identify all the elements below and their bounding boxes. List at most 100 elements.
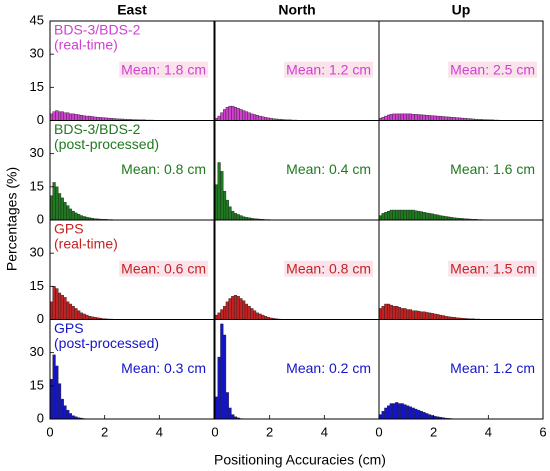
panel: 0 2 4 Mean: 0.2 cm	[211, 319, 380, 439]
bar	[239, 215, 243, 221]
bar	[68, 208, 73, 221]
x-tick-label: 0	[211, 424, 218, 439]
bar	[428, 414, 432, 420]
bar	[428, 312, 432, 320]
bar	[55, 186, 59, 221]
bar	[395, 113, 399, 121]
plot-area	[50, 120, 214, 220]
x-tick-label: 2	[430, 424, 437, 439]
bar	[414, 114, 418, 121]
bar	[68, 113, 73, 121]
bar	[66, 112, 70, 121]
annotation: Mean: 0.4 cm	[286, 161, 371, 177]
annotation-background	[119, 61, 208, 78]
panel: Mean: 1.6 cm	[378, 120, 544, 221]
bar	[392, 403, 396, 420]
bar	[60, 398, 64, 420]
bar	[425, 114, 429, 121]
row-label: (real-time)	[54, 236, 118, 252]
bar	[403, 113, 407, 121]
bar	[438, 116, 443, 121]
bar	[422, 114, 426, 121]
bar	[441, 116, 445, 121]
panel: Up Mean: 2.5 cm	[378, 2, 544, 121]
bar	[261, 314, 265, 320]
bar	[406, 405, 410, 420]
bar	[82, 313, 86, 320]
bar	[60, 111, 64, 121]
y-tick-label: 0	[37, 410, 44, 425]
bar	[253, 114, 257, 121]
bar	[239, 109, 243, 121]
y-tick-label: 30	[30, 145, 44, 160]
bar	[436, 214, 440, 221]
bar	[384, 115, 388, 121]
x-tick-label: 4	[156, 424, 163, 439]
bar	[417, 409, 421, 420]
bar	[82, 115, 86, 121]
bar	[395, 209, 399, 221]
y-tick-label: 30	[30, 245, 44, 260]
bar	[52, 286, 56, 320]
bar	[220, 309, 224, 320]
bar	[225, 107, 229, 121]
bar	[389, 209, 393, 221]
bar	[425, 413, 429, 420]
panel: 0 15 30 GPS(real-time)Mean: 0.6 cm	[30, 219, 215, 326]
bar	[433, 115, 437, 121]
bar	[422, 311, 426, 320]
annotation: Mean: 0.8 cm	[286, 261, 371, 277]
bar	[411, 209, 415, 221]
bar	[247, 306, 251, 320]
panel-border	[378, 319, 544, 420]
bar	[52, 182, 56, 221]
bar	[222, 109, 227, 121]
bar	[428, 115, 432, 121]
x-tick-label: 6	[539, 424, 546, 439]
bar	[255, 114, 259, 121]
panel: 0 2 4 6 Mean: 1.2 cm	[375, 319, 547, 439]
bar	[217, 115, 221, 121]
bar	[82, 216, 86, 221]
bar	[79, 312, 83, 320]
bar	[222, 191, 227, 221]
panel-border	[49, 319, 215, 420]
bar	[389, 114, 393, 121]
bar	[233, 213, 238, 221]
bar	[441, 215, 445, 221]
annotation-background	[119, 260, 208, 277]
bar	[397, 209, 402, 221]
bar	[400, 403, 404, 420]
bar	[387, 303, 391, 320]
bar	[397, 307, 402, 320]
bar	[85, 115, 89, 121]
column-title: Up	[452, 2, 471, 18]
bar	[425, 212, 429, 221]
bar	[217, 162, 221, 221]
annotation: Mean: 0.2 cm	[286, 360, 371, 376]
annotation: Mean: 1.6 cm	[450, 161, 535, 177]
plot-area	[215, 120, 379, 220]
bar	[88, 115, 92, 121]
bar	[384, 212, 388, 221]
bar	[436, 115, 440, 121]
column-title: North	[278, 2, 315, 18]
bar	[68, 413, 73, 420]
bar	[414, 210, 418, 221]
bar	[228, 298, 232, 320]
bar	[414, 310, 418, 320]
x-tick-label: 4	[321, 424, 328, 439]
bar	[244, 303, 248, 320]
plot-area	[50, 319, 214, 419]
bar	[408, 406, 413, 420]
y-axis-label: Percentages (%)	[4, 167, 20, 271]
y-tick-label: 15	[30, 178, 44, 193]
bar	[63, 297, 67, 320]
bar	[400, 209, 404, 221]
bar	[395, 306, 399, 320]
bar	[63, 202, 67, 221]
bar	[253, 310, 257, 320]
bar	[417, 210, 421, 221]
bar	[55, 365, 59, 420]
